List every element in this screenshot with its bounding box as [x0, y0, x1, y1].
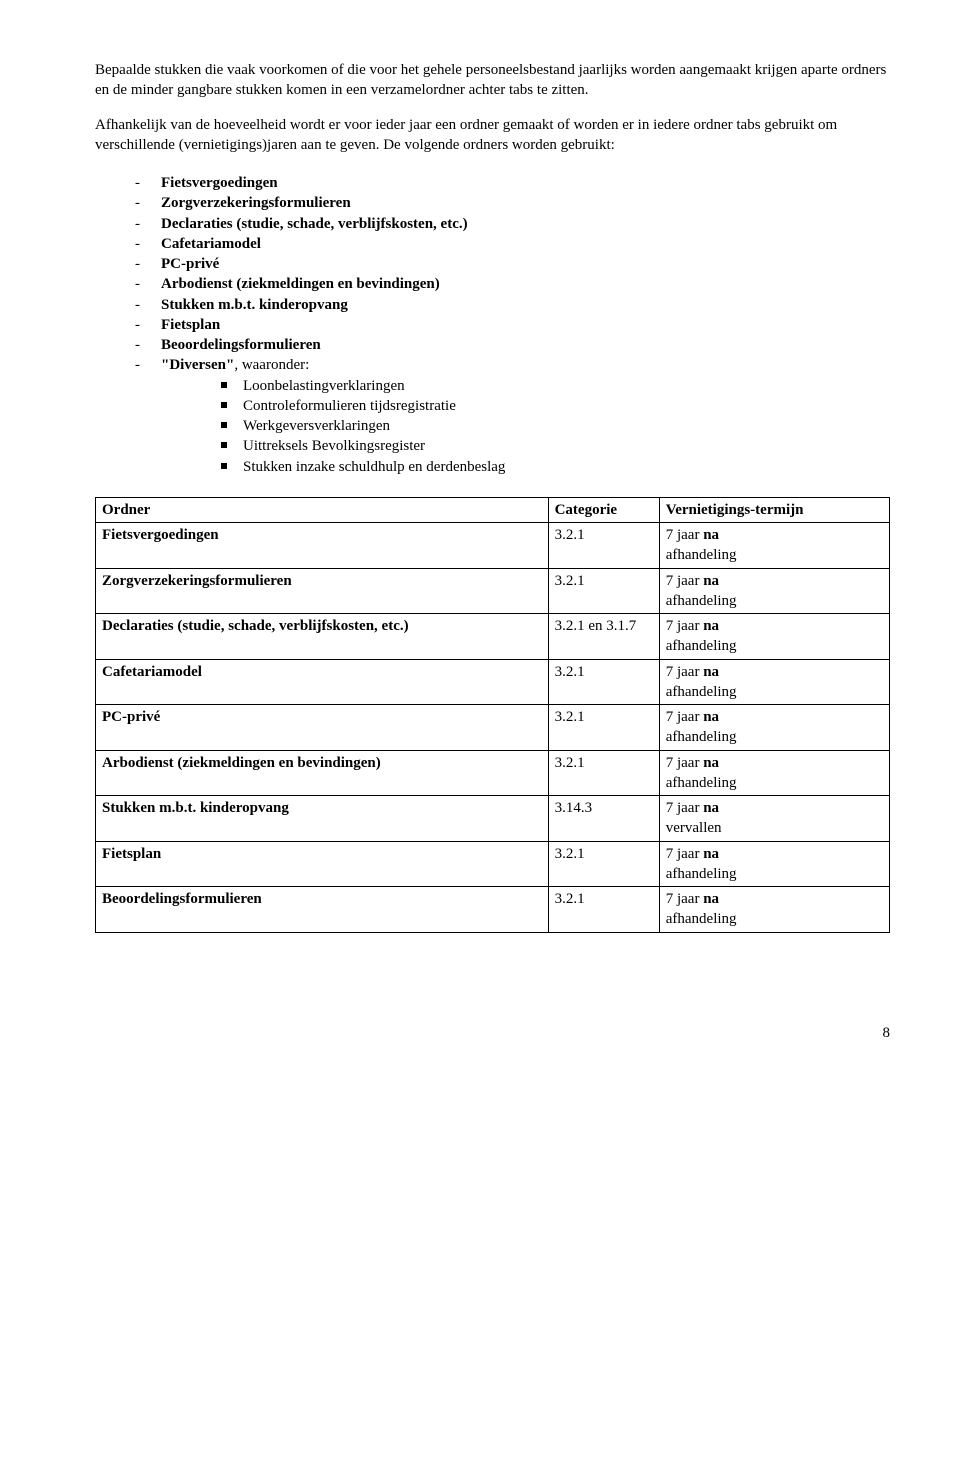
term-bold: na [703, 527, 719, 543]
cell-ordner: Fietsplan [96, 841, 549, 887]
table-row: Declaraties (studie, schade, verblijfsko… [96, 614, 890, 660]
table-row: Fietsvergoedingen 3.2.1 7 jaar na afhande… [96, 523, 890, 569]
cell-termijn: 7 jaar na afhandeling [659, 841, 889, 887]
list-item-prefix: "Diversen" [161, 357, 234, 373]
list-item-label: Beoordelingsformulieren [161, 337, 321, 353]
list-item-label: Declaraties (studie, schade, verblijfsko… [161, 216, 468, 232]
term-bold: na [703, 664, 719, 680]
term-prefix: 7 jaar [666, 664, 703, 680]
cell-ordner: Arbodienst (ziekmeldingen en bevindingen… [96, 750, 549, 796]
list-item: PC-privé [135, 254, 890, 274]
sublist-item: Werkgeversverklaringen [221, 416, 890, 436]
term-prefix: 7 jaar [666, 618, 703, 634]
cell-ordner: Beoordelingsformulieren [96, 887, 549, 933]
table-row: Arbodienst (ziekmeldingen en bevindingen… [96, 750, 890, 796]
term-suffix: afhandeling [666, 638, 737, 654]
table-header-row: Ordner Categorie Vernietigings-termijn [96, 497, 890, 522]
list-item-label: Cafetariamodel [161, 236, 261, 252]
sublist-item: Loonbelastingverklaringen [221, 376, 890, 396]
table-row: Stukken m.b.t. kinderopvang 3.14.3 7 jaa… [96, 796, 890, 842]
list-item: Cafetariamodel [135, 234, 890, 254]
table-row: Cafetariamodel 3.2.1 7 jaar na afhandelin… [96, 659, 890, 705]
cell-termijn: 7 jaar na afhandeling [659, 523, 889, 569]
cell-termijn: 7 jaar na afhandeling [659, 887, 889, 933]
term-bold: na [703, 846, 719, 862]
cell-termijn: 7 jaar na afhandeling [659, 568, 889, 614]
term-prefix: 7 jaar [666, 527, 703, 543]
term-suffix: afhandeling [666, 547, 737, 563]
list-item-label: PC-privé [161, 256, 219, 272]
cell-categorie: 3.2.1 [548, 841, 659, 887]
term-suffix: afhandeling [666, 911, 737, 927]
cell-termijn: 7 jaar na afhandeling [659, 659, 889, 705]
header-categorie: Categorie [548, 497, 659, 522]
table-row: Zorgverzekeringsformulieren 3.2.1 7 jaar… [96, 568, 890, 614]
term-suffix: afhandeling [666, 729, 737, 745]
cell-categorie: 3.2.1 [548, 705, 659, 751]
term-bold: na [703, 573, 719, 589]
term-bold: na [703, 709, 719, 725]
term-suffix: afhandeling [666, 775, 737, 791]
cell-termijn: 7 jaar na vervallen [659, 796, 889, 842]
sublist-item: Controleformulieren tijdsregistratie [221, 396, 890, 416]
header-termijn: Vernietigings-termijn [659, 497, 889, 522]
cell-categorie: 3.2.1 en 3.1.7 [548, 614, 659, 660]
cell-ordner: Stukken m.b.t. kinderopvang [96, 796, 549, 842]
list-item-label: Fietsplan [161, 317, 220, 333]
cell-termijn: 7 jaar na afhandeling [659, 705, 889, 751]
term-prefix: 7 jaar [666, 891, 703, 907]
header-ordner: Ordner [96, 497, 549, 522]
page-number: 8 [95, 1023, 890, 1043]
cell-ordner: Zorgverzekeringsformulieren [96, 568, 549, 614]
term-prefix: 7 jaar [666, 573, 703, 589]
cell-categorie: 3.2.1 [548, 568, 659, 614]
table-row: Fietsplan 3.2.1 7 jaar na afhandeling [96, 841, 890, 887]
cell-ordner: Declaraties (studie, schade, verblijfsko… [96, 614, 549, 660]
term-suffix: vervallen [666, 820, 722, 836]
list-item: Zorgverzekeringsformulieren [135, 193, 890, 213]
cell-termijn: 7 jaar na afhandeling [659, 750, 889, 796]
term-prefix: 7 jaar [666, 800, 703, 816]
list-item: Fietsplan [135, 315, 890, 335]
term-prefix: 7 jaar [666, 846, 703, 862]
list-item-label: Stukken m.b.t. kinderopvang [161, 297, 348, 313]
diversen-sublist: Loonbelastingverklaringen Controleformul… [221, 376, 890, 477]
cell-categorie: 3.14.3 [548, 796, 659, 842]
list-item: Beoordelingsformulieren [135, 335, 890, 355]
table-row: Beoordelingsformulieren 3.2.1 7 jaar na a… [96, 887, 890, 933]
list-item: Declaraties (studie, schade, verblijfsko… [135, 214, 890, 234]
term-suffix: afhandeling [666, 866, 737, 882]
list-item-diversen: "Diversen", waaronder: Loonbelastingverk… [135, 355, 890, 477]
cell-categorie: 3.2.1 [548, 887, 659, 933]
list-item-label: Arbodienst (ziekmeldingen en bevindingen… [161, 276, 440, 292]
cell-ordner: PC-privé [96, 705, 549, 751]
list-item-suffix: , waaronder: [234, 357, 309, 373]
list-item-label: Zorgverzekeringsformulieren [161, 195, 351, 211]
term-bold: na [703, 800, 719, 816]
term-prefix: 7 jaar [666, 709, 703, 725]
table-row: PC-privé 3.2.1 7 jaar na afhandeling [96, 705, 890, 751]
cell-ordner: Fietsvergoedingen [96, 523, 549, 569]
term-prefix: 7 jaar [666, 755, 703, 771]
term-bold: na [703, 891, 719, 907]
cell-termijn: 7 jaar na afhandeling [659, 614, 889, 660]
term-suffix: afhandeling [666, 684, 737, 700]
cell-categorie: 3.2.1 [548, 523, 659, 569]
sublist-item: Uittreksels Bevolkingsregister [221, 436, 890, 456]
sublist-item: Stukken inzake schuldhulp en derdenbesla… [221, 457, 890, 477]
term-bold: na [703, 755, 719, 771]
list-item: Arbodienst (ziekmeldingen en bevindingen… [135, 274, 890, 294]
cell-categorie: 3.2.1 [548, 659, 659, 705]
term-bold: na [703, 618, 719, 634]
paragraph-1: Bepaalde stukken die vaak voorkomen of d… [95, 60, 890, 101]
paragraph-2: Afhankelijk van de hoeveelheid wordt er … [95, 115, 890, 156]
cell-ordner: Cafetariamodel [96, 659, 549, 705]
cell-categorie: 3.2.1 [548, 750, 659, 796]
list-item-label: Fietsvergoedingen [161, 175, 278, 191]
term-suffix: afhandeling [666, 593, 737, 609]
list-item: Fietsvergoedingen [135, 173, 890, 193]
ordner-list: Fietsvergoedingen Zorgverzekeringsformul… [135, 173, 890, 477]
ordner-table: Ordner Categorie Vernietigings-termijn F… [95, 497, 890, 933]
list-item: Stukken m.b.t. kinderopvang [135, 295, 890, 315]
